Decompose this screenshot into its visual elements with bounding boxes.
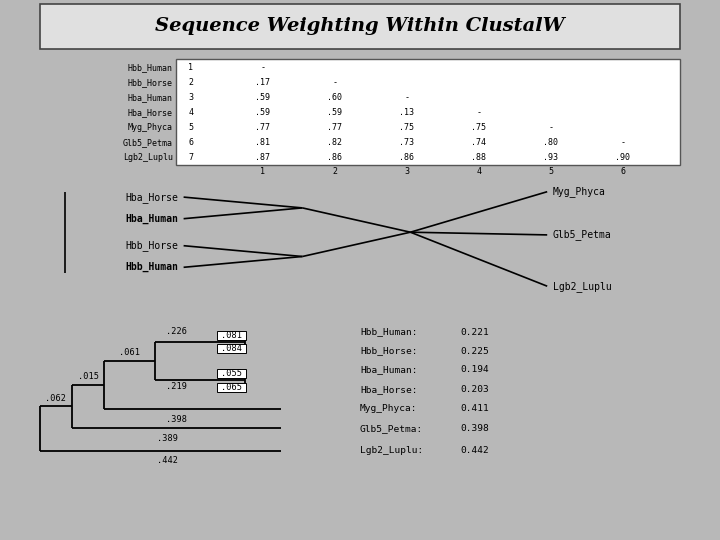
Text: 0.225: 0.225	[461, 347, 490, 355]
Text: Myg_Phyca:: Myg_Phyca:	[360, 404, 418, 413]
Text: 3: 3	[189, 93, 193, 102]
FancyBboxPatch shape	[40, 4, 680, 49]
Text: -: -	[477, 109, 481, 117]
Text: 5: 5	[189, 123, 193, 132]
Text: .442: .442	[157, 456, 178, 465]
Bar	[217, 369, 246, 378]
Text: Hba_Human: Hba_Human	[125, 214, 178, 224]
Text: 2: 2	[333, 167, 337, 176]
Text: 4: 4	[477, 167, 481, 176]
Text: Sequence Weighting Within ClustalW: Sequence Weighting Within ClustalW	[156, 17, 564, 35]
Text: Lgb2_Luplu: Lgb2_Luplu	[553, 281, 612, 292]
Text: 0.203: 0.203	[461, 386, 490, 394]
Text: -: -	[333, 78, 337, 87]
Text: Hba_Horse: Hba_Horse	[125, 192, 178, 202]
Text: -: -	[621, 138, 625, 147]
Text: 0.398: 0.398	[461, 424, 490, 433]
Text: .86: .86	[400, 153, 414, 163]
Text: .081: .081	[221, 332, 243, 340]
Text: Hbb_Human: Hbb_Human	[125, 262, 178, 272]
Text: Glb5_Petma: Glb5_Petma	[123, 138, 173, 147]
Text: .93: .93	[544, 153, 558, 163]
Text: .86: .86	[328, 153, 342, 163]
Bar	[176, 59, 680, 165]
Text: .13: .13	[400, 109, 414, 117]
Bar	[217, 382, 246, 392]
Text: .74: .74	[472, 138, 486, 147]
Text: Hbb_Horse: Hbb_Horse	[125, 240, 178, 251]
Text: .88: .88	[472, 153, 486, 163]
Text: .77: .77	[256, 123, 270, 132]
Text: -: -	[405, 93, 409, 102]
Text: Myg_Phyca: Myg_Phyca	[553, 186, 606, 197]
Text: 1: 1	[261, 167, 265, 176]
Text: -: -	[261, 63, 265, 72]
Text: .59: .59	[256, 93, 270, 102]
Text: Glb5_Petma: Glb5_Petma	[553, 230, 612, 240]
Text: .219: .219	[166, 381, 187, 390]
Text: -: -	[549, 123, 553, 132]
Text: 0.442: 0.442	[461, 447, 490, 455]
Text: .226: .226	[166, 327, 187, 336]
Text: 0.221: 0.221	[461, 328, 490, 336]
Text: 7: 7	[189, 153, 193, 163]
Text: Hba_Horse: Hba_Horse	[128, 109, 173, 117]
Text: 2: 2	[189, 78, 193, 87]
Text: 1: 1	[189, 63, 193, 72]
Bar	[217, 331, 246, 341]
Text: Myg_Phyca: Myg_Phyca	[128, 123, 173, 132]
Text: .061: .061	[119, 348, 140, 357]
Text: Hbb_Human:: Hbb_Human:	[360, 328, 418, 336]
Text: .389: .389	[157, 434, 178, 443]
Text: Hbb_Human: Hbb_Human	[128, 63, 173, 72]
Text: .084: .084	[221, 344, 243, 353]
Text: Hba_Human: Hba_Human	[128, 93, 173, 102]
Text: .398: .398	[166, 415, 187, 424]
Text: Hba_Horse:: Hba_Horse:	[360, 386, 418, 394]
Text: .82: .82	[328, 138, 342, 147]
Bar	[217, 344, 246, 353]
Text: Hba_Human:: Hba_Human:	[360, 366, 418, 374]
Text: .59: .59	[328, 109, 342, 117]
Text: 5: 5	[549, 167, 553, 176]
Text: .87: .87	[256, 153, 270, 163]
Text: .055: .055	[221, 369, 243, 378]
Text: .90: .90	[616, 153, 630, 163]
Text: 6: 6	[189, 138, 193, 147]
Text: .77: .77	[328, 123, 342, 132]
Text: .59: .59	[256, 109, 270, 117]
Text: 0.194: 0.194	[461, 366, 490, 374]
Text: .75: .75	[472, 123, 486, 132]
Text: .60: .60	[328, 93, 342, 102]
Text: .81: .81	[256, 138, 270, 147]
Text: Glb5_Petma:: Glb5_Petma:	[360, 424, 423, 433]
Text: .75: .75	[400, 123, 414, 132]
Text: .015: .015	[78, 372, 99, 381]
Text: .062: .062	[45, 394, 66, 403]
Text: Hbb_Horse: Hbb_Horse	[128, 78, 173, 87]
Text: 0.411: 0.411	[461, 404, 490, 413]
Text: Hbb_Horse:: Hbb_Horse:	[360, 347, 418, 355]
Text: Lgb2_Luplu:: Lgb2_Luplu:	[360, 447, 423, 455]
Text: 6: 6	[621, 167, 625, 176]
Text: .065: .065	[221, 383, 243, 391]
Text: Lgb2_Luplu: Lgb2_Luplu	[123, 153, 173, 163]
Text: .73: .73	[400, 138, 414, 147]
Text: 4: 4	[189, 109, 193, 117]
Text: .80: .80	[544, 138, 558, 147]
Text: .17: .17	[256, 78, 270, 87]
Text: 3: 3	[405, 167, 409, 176]
